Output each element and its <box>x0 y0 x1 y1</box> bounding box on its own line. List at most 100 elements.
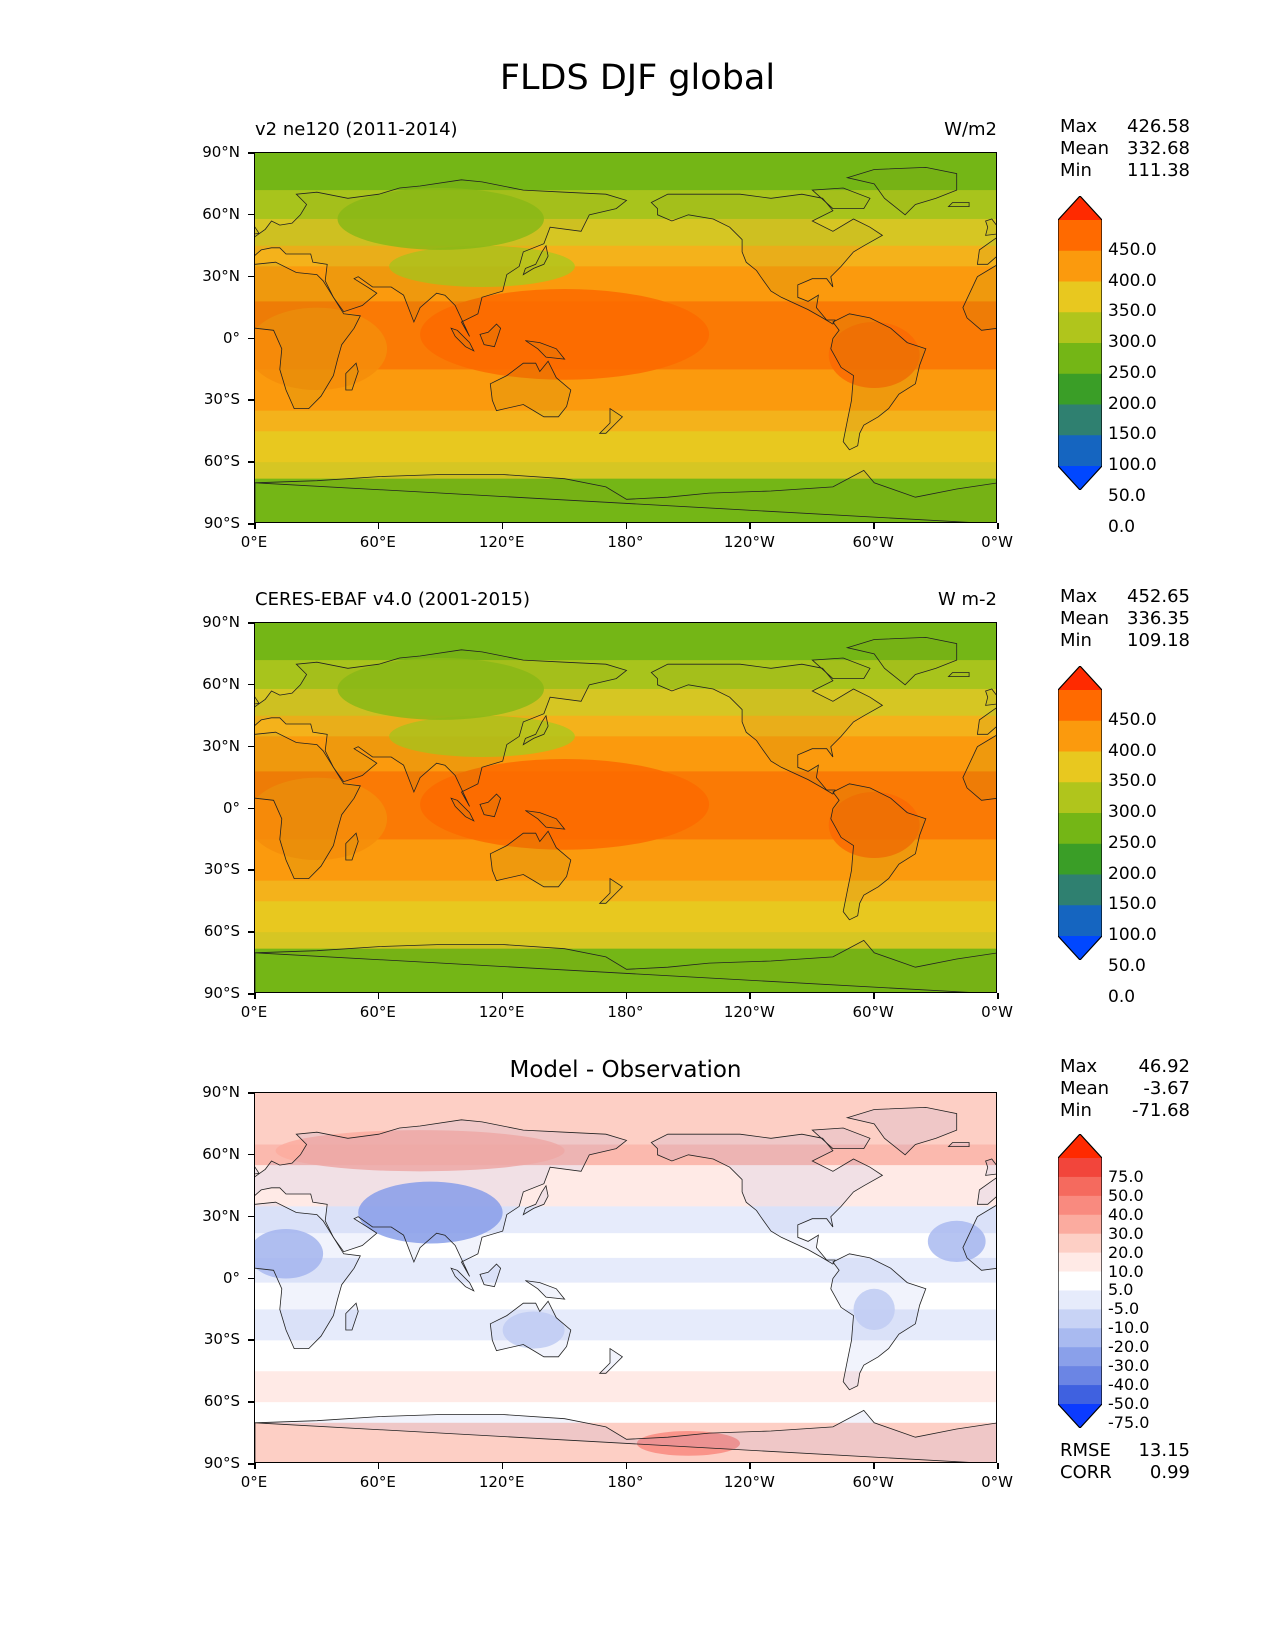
panel-observation: CERES-EBAF v4.0 (2001-2015) W m-2 90°N 60… <box>0 0 1275 1021</box>
coastline <box>598 877 624 904</box>
y-tick <box>248 1401 254 1403</box>
x-tick-label: 60°E <box>359 1003 396 1021</box>
colorbar-label: 350.0 <box>1108 301 1157 322</box>
field-band <box>255 431 996 463</box>
stat-min: Min 111.38 <box>1060 160 1190 181</box>
colorbar-label: 100.0 <box>1108 455 1157 475</box>
field-anomaly <box>337 188 544 250</box>
colorbar-extend-max <box>1058 196 1102 220</box>
y-tick-label: 0° <box>222 798 240 817</box>
colorbar-label: 300.0 <box>1108 802 1157 822</box>
field-band <box>255 948 996 992</box>
colorbar-extend-min <box>1058 1404 1102 1428</box>
x-tick-label: 120°E <box>478 1473 525 1491</box>
map-observation <box>254 622 997 993</box>
colorbar-bar <box>1057 1133 1103 1429</box>
coastline <box>985 688 996 706</box>
field-band <box>255 1233 996 1259</box>
coastline <box>522 244 549 276</box>
y-tick-label: 30°S <box>203 1330 240 1349</box>
x-tick-label: 0°W <box>981 533 1013 551</box>
y-tick <box>248 745 254 748</box>
stats-box: Max 426.58 Mean 332.68 Min 111.38 <box>1060 116 1190 182</box>
y-tick <box>248 1215 254 1218</box>
field-anomaly <box>255 1229 324 1279</box>
coastline <box>522 714 549 746</box>
x-tick <box>625 993 627 999</box>
coastline <box>489 360 572 418</box>
y-tick-label: 90°S <box>203 514 240 532</box>
colorbar-label: -50.0 <box>1108 1394 1150 1413</box>
colorbar-label: -5.0 <box>1108 1299 1140 1319</box>
field-anomaly <box>337 658 544 720</box>
panel-difference: Model - Observation 90°N 60°N 30°N 0° 30°S 60… <box>0 0 1275 1491</box>
colorbar-label: 200.0 <box>1108 393 1157 414</box>
colorbar-label: 450.0 <box>1108 709 1157 730</box>
y-tick <box>248 1463 254 1465</box>
x-tick <box>749 993 751 999</box>
x-tick <box>749 523 751 529</box>
coastline <box>255 226 260 235</box>
coastline <box>845 636 958 686</box>
colorbar-svg <box>1057 1133 1103 1429</box>
x-tick <box>501 1463 504 1469</box>
map-canvas <box>255 1093 996 1462</box>
x-tick-label: 0°E <box>240 1473 268 1491</box>
coastline <box>650 193 884 325</box>
y-tick <box>248 1153 254 1156</box>
field-band <box>255 153 996 191</box>
colorbar-segment <box>1058 1385 1102 1405</box>
colorbar-label: 10.0 <box>1108 1261 1144 1281</box>
stat-max: Max 452.65 <box>1060 586 1190 607</box>
map-difference <box>254 1092 997 1463</box>
field-anomaly <box>502 1311 565 1349</box>
colorbar-segment <box>1058 1176 1102 1197</box>
x-tick-label: 0°E <box>240 533 268 551</box>
stat-max: Max 426.58 <box>1060 116 1190 137</box>
y-tick-label: 60°N <box>202 204 240 223</box>
coastline <box>962 735 996 801</box>
x-tick-label: 180° <box>607 533 644 551</box>
x-tick <box>377 523 380 529</box>
field-anomaly <box>358 1181 503 1244</box>
colorbar-segment <box>1058 874 1102 906</box>
field-band <box>255 1402 996 1424</box>
x-tick-label: 180° <box>607 1003 644 1021</box>
coastline <box>525 1280 566 1300</box>
colorbar-segment <box>1058 1252 1102 1273</box>
colorbar-segment <box>1058 250 1102 283</box>
figure-title: FLDS DJF global <box>499 58 776 98</box>
coastline <box>962 265 996 331</box>
x-tick <box>997 1463 999 1469</box>
field-band <box>255 478 996 522</box>
colorbar-label: -20.0 <box>1108 1337 1150 1357</box>
y-tick-label: 90°S <box>203 1454 240 1472</box>
panel-title-left: v2 ne120 (2011-2014) <box>255 119 458 140</box>
y-tick-label: 30°S <box>203 860 240 879</box>
coastline <box>255 649 628 807</box>
colorbar-segment <box>1058 435 1102 467</box>
coastline <box>811 187 871 209</box>
coastline <box>811 1127 871 1149</box>
map-model <box>254 152 997 523</box>
colorbar-segment <box>1058 843 1102 876</box>
x-tick-label: 120°W <box>723 533 775 551</box>
field-band <box>255 901 996 933</box>
coastline <box>479 1263 502 1288</box>
coastline <box>255 1119 628 1277</box>
coastline <box>962 1205 996 1271</box>
y-tick-label: 90°S <box>203 984 240 1002</box>
coastline <box>845 166 958 216</box>
y-tick-label: 60°S <box>203 1392 240 1411</box>
field-anomaly <box>828 322 920 388</box>
coastline <box>947 1142 970 1147</box>
y-tick-label: 90°N <box>202 613 240 631</box>
coastline <box>947 202 970 207</box>
colorbar-segment <box>1058 1366 1102 1386</box>
y-tick-label: 60°N <box>202 674 240 693</box>
y-tick-label: 30°N <box>202 736 240 755</box>
coastline <box>976 237 996 265</box>
y-tick-label: 60°N <box>202 1144 240 1163</box>
colorbar-label: -40.0 <box>1108 1375 1150 1395</box>
colorbar-label: 50.0 <box>1108 955 1146 976</box>
